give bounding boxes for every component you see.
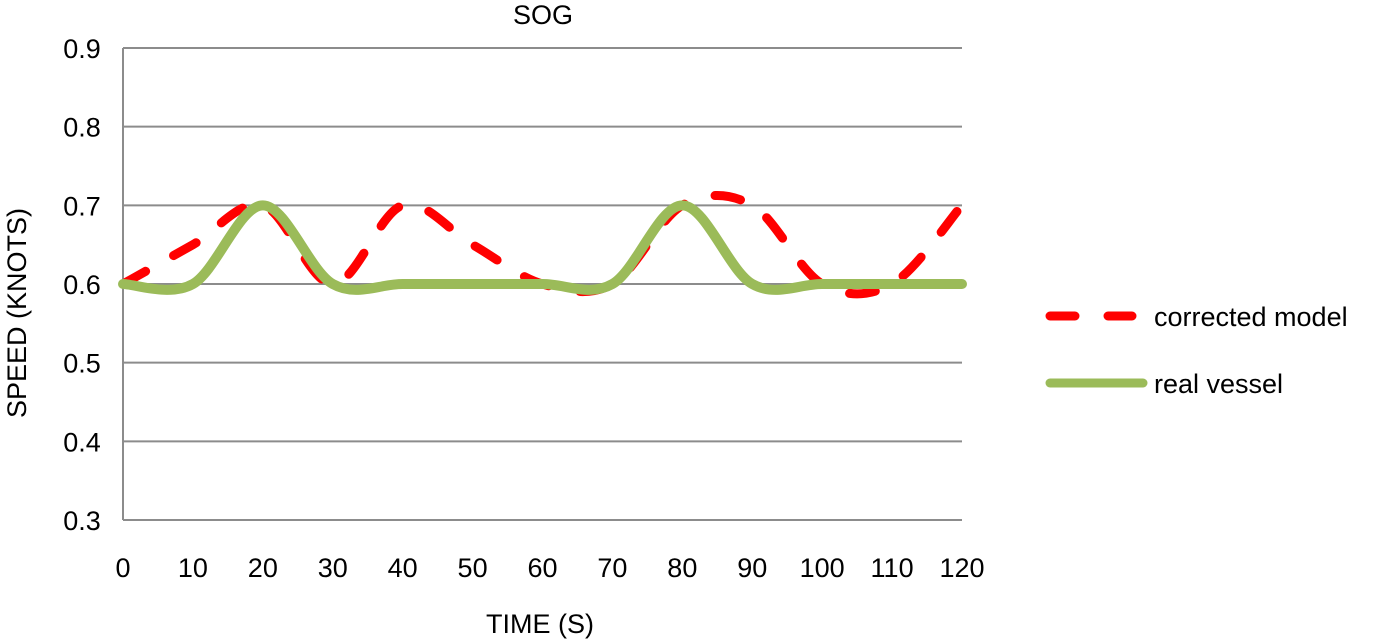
legend-label-real-vessel: real vessel — [1154, 369, 1283, 399]
series-line-real-vessel — [118, 200, 967, 295]
y-tick-label: 0.4 — [63, 427, 101, 457]
x-axis-title: TIME (S) — [486, 609, 594, 639]
x-tick-label: 50 — [458, 553, 488, 583]
y-tick-label: 0.6 — [63, 270, 101, 300]
x-tick-label: 110 — [871, 553, 914, 583]
y-tick-label: 0.8 — [63, 113, 101, 143]
x-tick-label: 70 — [597, 553, 627, 583]
legend-item-corrected-model: corrected model — [1045, 302, 1348, 332]
y-tick-label: 0.5 — [63, 349, 101, 379]
y-axis-title: SPEED (KNOTS) — [2, 208, 32, 418]
y-tick-labels: 0.3 0.4 0.5 0.6 0.7 0.8 0.9 — [63, 34, 101, 536]
x-tick-label: 60 — [527, 553, 557, 583]
chart-title: SOG — [513, 0, 573, 30]
x-tick-label: 100 — [800, 553, 845, 583]
x-tick-label: 20 — [248, 553, 278, 583]
x-tick-label: 0 — [115, 553, 130, 583]
x-tick-label: 40 — [388, 553, 418, 583]
x-tick-labels: 0 10 20 30 40 50 60 70 80 90 100 110 120 — [115, 553, 984, 583]
legend-label-corrected-model: corrected model — [1154, 302, 1348, 332]
y-tick-label: 0.9 — [63, 34, 101, 64]
x-tick-label: 120 — [939, 553, 984, 583]
legend-item-real-vessel: real vessel — [1045, 369, 1283, 399]
series-lines — [118, 191, 967, 299]
legend: corrected model real vessel — [1045, 302, 1348, 399]
x-tick-label: 10 — [178, 553, 208, 583]
x-tick-label: 90 — [737, 553, 767, 583]
x-tick-label: 30 — [318, 553, 348, 583]
y-tick-label: 0.7 — [63, 191, 101, 221]
y-tick-label: 0.3 — [63, 506, 101, 536]
x-tick-label: 80 — [667, 553, 697, 583]
